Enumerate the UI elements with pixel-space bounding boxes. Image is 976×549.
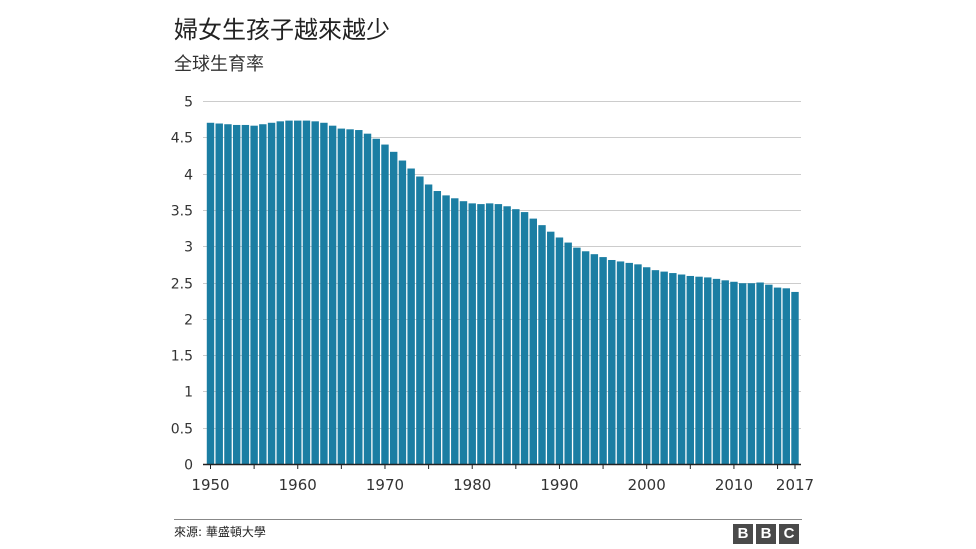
x-tick-label: 1950 [191,476,229,494]
bar [660,271,668,464]
y-tick-label: 1.5 [171,349,193,365]
bar [555,237,564,464]
footer-divider [174,519,802,520]
bar [756,282,764,464]
chart-title: 婦女生孩子越來越少 [174,16,390,44]
bar [512,209,520,464]
bar [494,204,503,465]
bar [625,262,633,464]
bar [224,124,232,465]
bar [311,121,319,464]
bar [782,288,790,464]
bar [416,176,424,464]
bar [520,212,529,464]
y-tick-label: 2 [184,313,193,329]
bar [433,191,442,465]
bar [730,281,738,464]
y-tick-label: 2.5 [171,277,193,293]
bar [267,122,276,464]
bar [704,277,712,464]
logo-letter-b1: B [733,524,753,544]
x-tick-label: 1980 [453,476,491,494]
bar [564,242,572,464]
x-tick-label: 1960 [279,476,317,494]
bar [547,231,555,464]
bar [285,120,293,465]
bar [363,133,372,465]
x-tick-label: 2000 [628,476,666,494]
y-axis-labels: 0 0.5 1 1.5 2 2.5 3 3.5 4 4.5 5 [171,95,193,474]
bar [294,120,302,465]
x-tick-label: 1990 [540,476,578,494]
y-tick-label: 3 [184,240,193,256]
bar [468,203,476,464]
y-tick-label: 0 [184,458,193,474]
bar [250,125,258,465]
bar [259,124,267,465]
bar [389,151,398,464]
bar [346,129,354,464]
bar [328,125,337,465]
bar [669,273,677,464]
bar [451,198,459,464]
bar [608,259,616,464]
bar [320,122,328,464]
bar [398,160,407,465]
bar [538,225,546,464]
bar [721,280,729,464]
bar [677,274,686,464]
bar [791,291,799,464]
bar [634,264,642,464]
bars [206,120,799,465]
bar [529,218,537,464]
bar [459,201,468,465]
bar [276,121,285,464]
bbc-logo: B B C [733,524,799,544]
x-axis: 1950 1960 1970 1980 1990 2000 2010 2017 [191,463,814,494]
bar [581,251,590,464]
bar [302,120,311,465]
y-tick-label: 1 [184,385,193,401]
bar [215,123,223,465]
bar [642,267,651,464]
bar [738,283,747,464]
y-tick-label: 0.5 [171,422,193,438]
logo-letter-b2: B [756,524,776,544]
y-tick-label: 4.5 [171,131,193,147]
bar [407,168,415,464]
bar [477,204,485,465]
bar [712,278,721,464]
bar [442,195,450,464]
bar [590,254,599,464]
bar [651,270,660,464]
bar [616,261,625,464]
bar [485,203,494,464]
bar [773,287,782,464]
y-tick-label: 5 [184,95,193,111]
bar [381,144,389,464]
chart-subtitle: 全球生育率 [174,54,264,75]
bar [337,128,346,464]
bar [599,257,607,464]
bar [232,124,241,464]
y-tick-label: 3.5 [171,204,193,220]
source-note: 來源: 華盛頓大學 [174,525,266,539]
bar [372,138,380,464]
y-tick-label: 4 [184,168,193,184]
bar [241,124,250,464]
bar [747,283,756,464]
bar [424,184,433,465]
logo-letter-c: C [779,524,799,544]
bar [206,122,215,464]
x-tick-label: 2010 [715,476,753,494]
bar [573,247,581,464]
bar [686,275,695,464]
bar [765,284,773,464]
bar [695,276,703,464]
x-tick-label: 1970 [366,476,404,494]
bar [355,130,363,465]
x-tick-label: 2017 [776,476,814,494]
bar [503,206,511,464]
